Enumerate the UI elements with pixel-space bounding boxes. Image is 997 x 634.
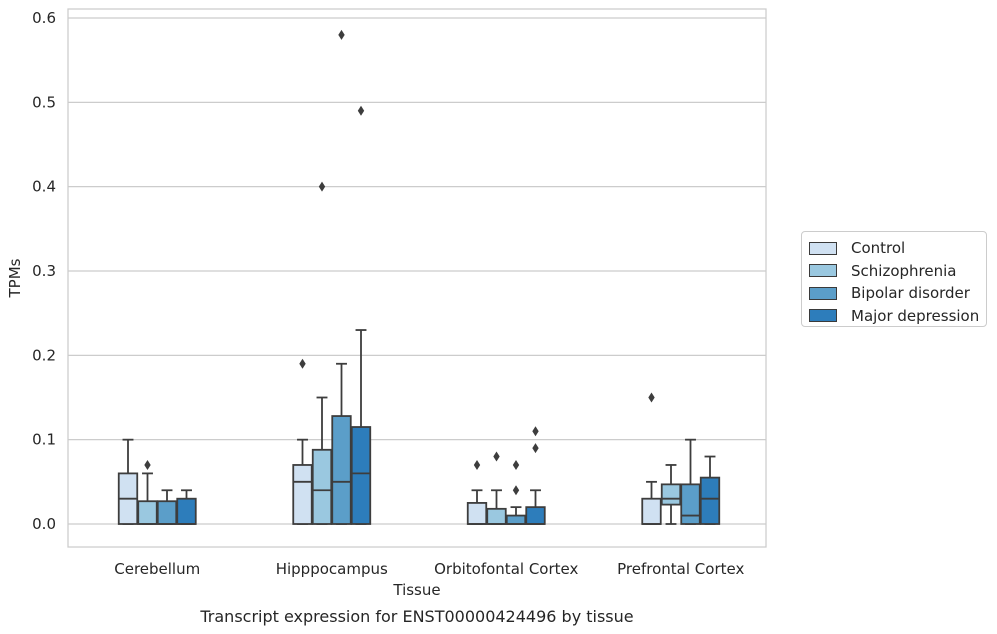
outlier-point xyxy=(357,105,365,116)
box-control xyxy=(466,459,488,525)
chart-title: Transcript expression for ENST0000042449… xyxy=(199,607,633,626)
box-iqr xyxy=(680,483,701,525)
y-tick-label: 0.2 xyxy=(32,346,56,364)
box-iqr xyxy=(525,506,546,525)
x-tick-label: Cerebellum xyxy=(114,560,200,578)
legend-label: Bipolar disorder xyxy=(851,284,970,303)
box-bipolar-disorder xyxy=(331,29,352,525)
y-tick-label: 0.6 xyxy=(32,9,56,27)
box-iqr xyxy=(292,464,313,525)
box-schizophrenia xyxy=(311,181,333,525)
box-iqr xyxy=(156,500,178,525)
plot-frame xyxy=(67,8,767,548)
box-iqr xyxy=(350,426,372,525)
x-tick-label: Hipppocampus xyxy=(276,560,388,578)
legend: Control Schizophrenia Bipolar disorder Majo… xyxy=(801,231,987,327)
outlier-point xyxy=(512,485,520,496)
boxes-layer xyxy=(117,29,721,525)
legend-label: Major depression xyxy=(851,306,980,325)
legend-label: Control xyxy=(851,239,906,258)
box-schizophrenia xyxy=(137,459,158,525)
box-major-depression xyxy=(176,489,197,525)
box-iqr xyxy=(466,502,488,525)
y-tick-label: 0.3 xyxy=(32,262,56,280)
x-axis-label: Tissue xyxy=(392,581,440,599)
box-iqr xyxy=(505,514,527,525)
box-schizophrenia xyxy=(486,451,507,525)
outlier-point xyxy=(299,358,306,369)
outlier-point xyxy=(512,459,520,470)
x-axis-ticks: Cerebellum Hipppocampus Orbitofontal Corte… xyxy=(114,560,744,578)
box-major-depression xyxy=(525,426,546,525)
legend-swatch xyxy=(809,309,837,323)
outlier-point xyxy=(144,459,151,470)
box-bipolar-disorder xyxy=(680,438,701,525)
x-tick-label: Prefrontal Cortex xyxy=(617,560,744,578)
legend-label: Schizophrenia xyxy=(851,261,957,280)
box-iqr xyxy=(641,497,662,525)
box-control xyxy=(292,358,313,525)
y-tick-label: 0.4 xyxy=(32,178,56,196)
box-schizophrenia xyxy=(660,464,682,525)
box-iqr xyxy=(486,507,507,525)
legend-item: Schizophrenia xyxy=(802,260,986,283)
legend-item: Control xyxy=(802,237,986,260)
legend-item: Bipolar disorder xyxy=(802,282,986,305)
box-control xyxy=(117,438,139,525)
outlier-point xyxy=(318,181,326,192)
outlier-point xyxy=(473,459,481,470)
y-axis-ticks: 0.0 0.1 0.2 0.3 0.4 0.5 0.6 xyxy=(32,9,56,533)
box-iqr xyxy=(699,476,721,525)
x-tick-label: Orbitofontal Cortex xyxy=(434,560,578,578)
legend-item: Major depression xyxy=(802,305,986,328)
box-iqr xyxy=(137,500,158,525)
box-control xyxy=(641,392,662,525)
box-bipolar-disorder xyxy=(505,459,527,525)
legend-swatch xyxy=(809,241,837,255)
outlier-point xyxy=(338,29,345,40)
outlier-point xyxy=(532,443,539,454)
box-iqr xyxy=(176,497,197,525)
box-iqr xyxy=(331,415,352,525)
box-iqr xyxy=(660,483,682,506)
box-major-depression xyxy=(699,455,721,525)
box-bipolar-disorder xyxy=(156,489,178,525)
legend-swatch xyxy=(809,286,837,300)
gridlines xyxy=(68,17,766,525)
box-major-depression xyxy=(350,105,372,525)
y-tick-label: 0.0 xyxy=(32,515,56,533)
outlier-point xyxy=(532,426,539,437)
y-axis-label: TPMs xyxy=(6,258,24,298)
legend-swatch xyxy=(809,264,837,278)
box-iqr xyxy=(311,448,333,525)
y-tick-label: 0.1 xyxy=(32,431,56,449)
outlier-point xyxy=(648,392,655,403)
outlier-point xyxy=(493,451,500,462)
y-tick-label: 0.5 xyxy=(32,93,56,111)
